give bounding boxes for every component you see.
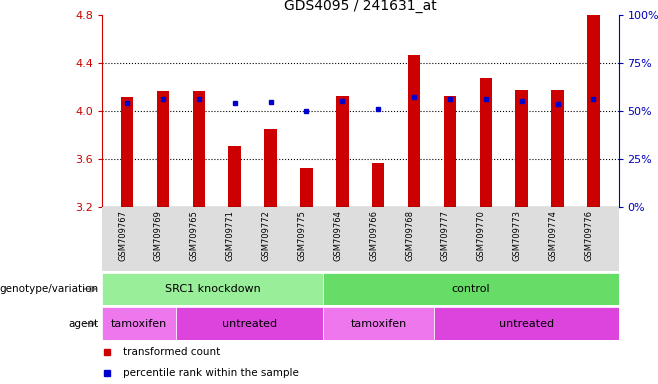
Text: transformed count: transformed count: [122, 347, 220, 358]
Text: agent: agent: [68, 318, 99, 329]
Text: GSM709769: GSM709769: [154, 210, 163, 261]
Bar: [102, 307, 176, 340]
Text: GSM709768: GSM709768: [405, 210, 414, 261]
Bar: [121, 97, 134, 207]
Text: GSM709765: GSM709765: [190, 210, 199, 261]
Text: untreated: untreated: [499, 318, 554, 329]
Text: control: control: [451, 284, 490, 294]
Bar: [551, 90, 564, 207]
Bar: [176, 307, 323, 340]
Bar: [408, 55, 420, 207]
Text: untreated: untreated: [222, 318, 277, 329]
Bar: [587, 15, 599, 207]
Bar: [323, 307, 434, 340]
Text: percentile rank within the sample: percentile rank within the sample: [122, 368, 299, 379]
Text: tamoxifen: tamoxifen: [111, 318, 167, 329]
Text: GSM709766: GSM709766: [369, 210, 378, 261]
Text: tamoxifen: tamoxifen: [351, 318, 407, 329]
Text: genotype/variation: genotype/variation: [0, 284, 99, 294]
Bar: [372, 163, 384, 207]
Bar: [157, 91, 169, 207]
Text: GSM709764: GSM709764: [334, 210, 342, 261]
Bar: [228, 146, 241, 207]
Text: GSM709776: GSM709776: [584, 210, 594, 261]
Text: GSM709770: GSM709770: [477, 210, 486, 261]
Text: GSM709771: GSM709771: [226, 210, 235, 261]
Text: GSM709772: GSM709772: [262, 210, 270, 261]
Bar: [323, 273, 619, 305]
Bar: [515, 90, 528, 207]
Bar: [443, 96, 456, 207]
Text: GSM709777: GSM709777: [441, 210, 450, 261]
Text: GSM709774: GSM709774: [549, 210, 557, 261]
Text: GSM709775: GSM709775: [297, 210, 307, 261]
Text: SRC1 knockdown: SRC1 knockdown: [164, 284, 261, 294]
Bar: [193, 91, 205, 207]
Bar: [480, 78, 492, 207]
Text: GSM709767: GSM709767: [118, 210, 127, 261]
Bar: [265, 129, 277, 207]
Bar: [336, 96, 349, 207]
Text: GSM709773: GSM709773: [513, 210, 522, 261]
Bar: [300, 168, 313, 207]
Bar: [434, 307, 619, 340]
Bar: [102, 273, 323, 305]
Title: GDS4095 / 241631_at: GDS4095 / 241631_at: [284, 0, 437, 13]
